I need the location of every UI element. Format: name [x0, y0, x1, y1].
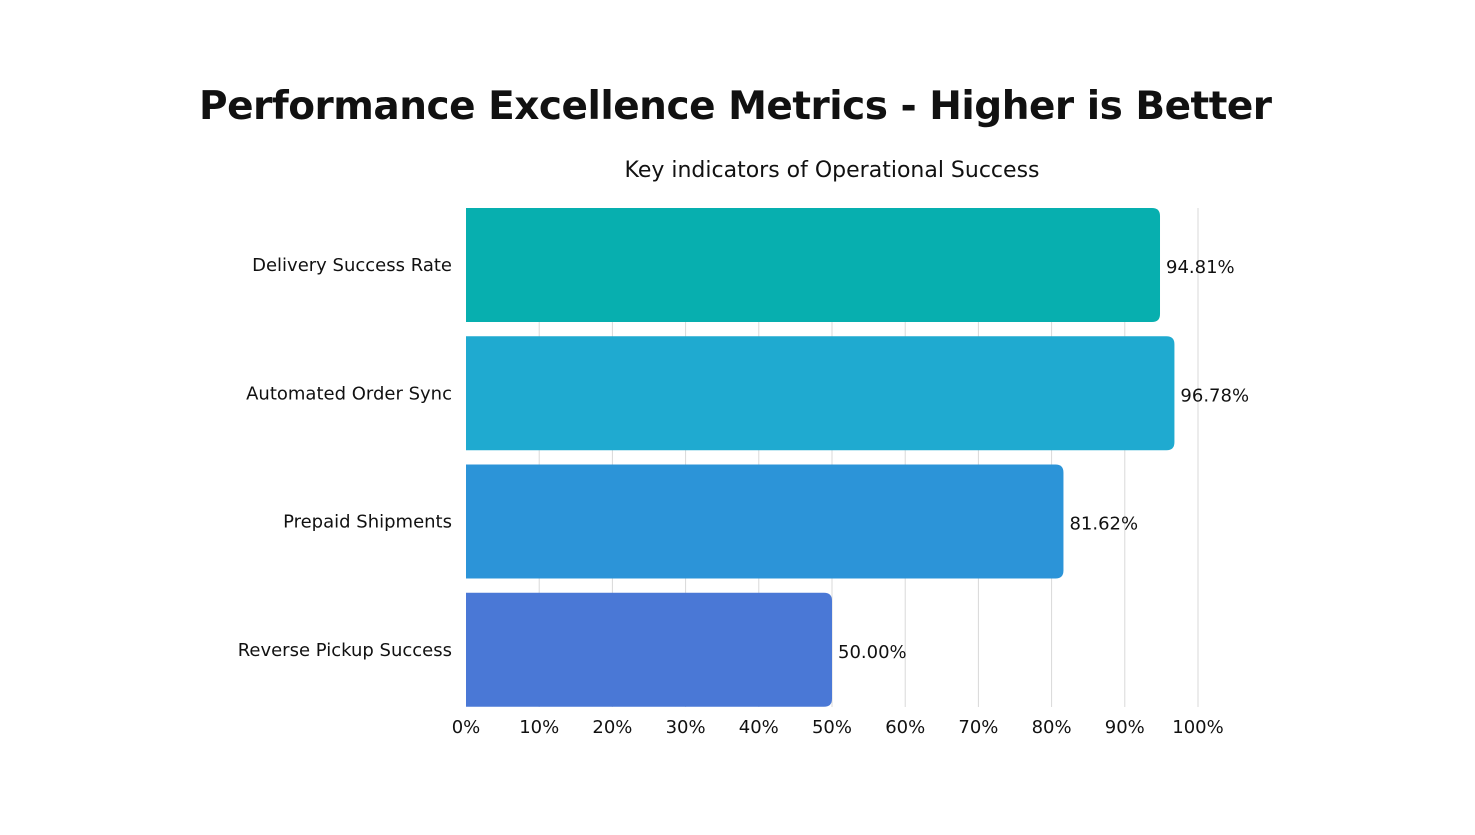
data-label: 50.00%: [838, 642, 907, 663]
x-tick-label: 20%: [592, 717, 632, 738]
x-tick-label: 70%: [958, 717, 998, 738]
bar: [466, 464, 1064, 579]
bar: [466, 208, 1161, 322]
x-tick-label: 60%: [885, 717, 925, 738]
chart-title: Performance Excellence Metrics - Higher …: [199, 84, 1272, 129]
category-label: Automated Order Sync: [246, 383, 452, 404]
x-tick-label: 50%: [812, 717, 852, 738]
chart-subtitle: Key indicators of Operational Success: [624, 158, 1040, 183]
x-tick-label: 100%: [1172, 717, 1223, 738]
category-label: Prepaid Shipments: [283, 512, 452, 533]
category-label: Delivery Success Rate: [252, 255, 452, 276]
x-tick-label: 90%: [1105, 717, 1145, 738]
data-label: 81.62%: [1069, 514, 1138, 535]
x-tick-label: 80%: [1032, 717, 1072, 738]
category-label: Reverse Pickup Success: [238, 640, 452, 661]
data-label: 94.81%: [1166, 257, 1235, 278]
bar: [466, 336, 1175, 451]
data-label: 96.78%: [1180, 385, 1249, 406]
x-tick-label: 40%: [739, 717, 779, 738]
x-tick-label: 0%: [452, 717, 481, 738]
x-tick-label: 30%: [666, 717, 706, 738]
bar: [466, 592, 832, 707]
x-tick-label: 10%: [519, 717, 559, 738]
